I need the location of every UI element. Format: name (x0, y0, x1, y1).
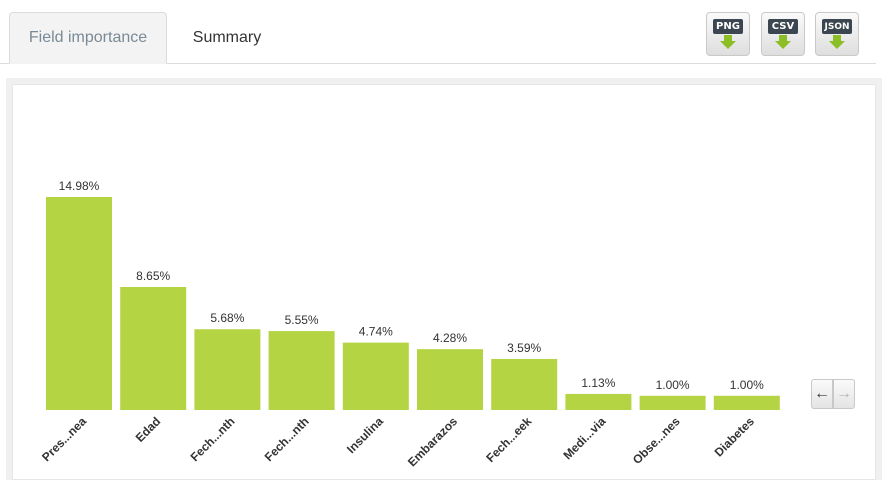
download-arrow-icon (829, 35, 845, 49)
bar-value-label: 14.98% (59, 179, 100, 193)
bar-value-label: 3.59% (507, 341, 541, 355)
download-png-button[interactable]: PNG (706, 12, 750, 56)
csv-label: CSV (768, 19, 798, 34)
bar-9[interactable] (639, 395, 706, 410)
bar-value-label: 1.13% (581, 376, 615, 390)
tab-summary[interactable]: Summary (192, 28, 262, 46)
download-arrow-icon (775, 35, 791, 49)
download-arrow-icon (720, 35, 736, 49)
bar-value-label: 1.00% (730, 378, 764, 392)
bar-5[interactable] (342, 342, 409, 410)
bar-value-label: 4.74% (359, 325, 393, 339)
category-tick-label: Fech...nth (262, 414, 312, 464)
bar-value-label: 1.00% (656, 378, 690, 392)
bar-3[interactable] (194, 329, 261, 410)
bar-1[interactable] (46, 197, 112, 410)
download-json-button[interactable]: JSON (815, 12, 859, 56)
bar-value-label: 8.65% (136, 269, 170, 283)
bar-value-label: 5.55% (285, 313, 319, 327)
category-tick-label: Pres...nea (39, 414, 89, 464)
category-tick-label: Medi...via (560, 414, 608, 462)
category-tick-label: Fech...eek (483, 414, 534, 465)
bar-4[interactable] (268, 331, 335, 410)
png-label: PNG (713, 19, 743, 34)
bar-6[interactable] (417, 349, 483, 410)
bar-2[interactable] (120, 287, 187, 410)
category-tick-label: Embarazos (405, 414, 460, 469)
json-label: JSON (822, 19, 852, 34)
bar-value-label: 5.68% (210, 311, 244, 325)
bar-8[interactable] (565, 393, 632, 410)
category-tick-label: Obse...nes (630, 414, 683, 467)
category-tick-label: Fech...nth (188, 414, 238, 464)
bar-7[interactable] (491, 358, 558, 410)
chart-panel (12, 84, 876, 480)
previous-page-button[interactable]: ← (811, 379, 833, 409)
tab-bar: Field importance Summary PNG CSV JSON (0, 0, 876, 64)
category-tick-label: Insulina (344, 414, 386, 456)
category-tick-label: Edad (133, 414, 164, 445)
bar-value-label: 4.28% (433, 331, 467, 345)
next-page-button[interactable]: → (833, 379, 855, 409)
tab-field-importance[interactable]: Field importance (9, 12, 167, 64)
category-tick-label: Diabetes (712, 414, 758, 460)
bar-10[interactable] (713, 395, 780, 410)
download-csv-button[interactable]: CSV (761, 12, 805, 56)
